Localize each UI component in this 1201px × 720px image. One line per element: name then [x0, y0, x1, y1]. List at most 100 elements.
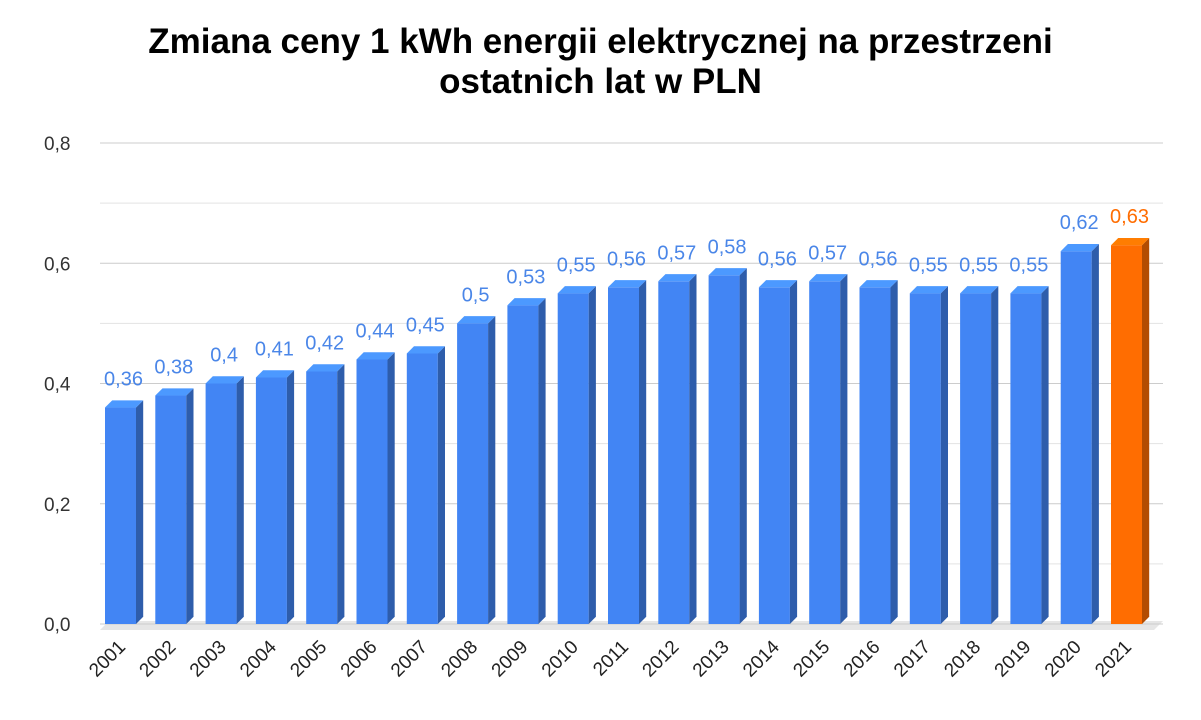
y-tick-label: 0,2 — [44, 495, 70, 516]
bar-2019 — [1010, 286, 1049, 624]
x-tick-label-2020: 2020 — [1041, 637, 1086, 682]
data-label-2021: 0,63 — [1110, 206, 1149, 228]
bar-2011 — [608, 280, 647, 624]
x-tick-label-2006: 2006 — [337, 637, 382, 682]
chart-title-line-1: Zmiana ceny 1 kWh energii elektrycznej n… — [148, 22, 1053, 61]
bar-2013 — [708, 268, 747, 624]
bar-front — [809, 281, 841, 624]
bar-top — [1010, 286, 1049, 294]
bar-2015 — [809, 274, 848, 624]
data-label-2007: 0,45 — [406, 314, 445, 336]
bar-top — [909, 286, 948, 294]
bar-2010 — [557, 286, 596, 624]
bar-2017 — [909, 286, 948, 624]
bar-top — [406, 346, 445, 354]
bar-side — [639, 280, 647, 624]
bar-2021 — [1111, 238, 1150, 624]
x-tick-label-2010: 2010 — [538, 637, 583, 682]
bar-top — [356, 352, 395, 360]
bar-front — [658, 281, 690, 624]
x-tick-label-2019: 2019 — [991, 637, 1036, 682]
bar-side — [689, 274, 697, 624]
bar-side — [136, 400, 144, 624]
bar-top — [758, 280, 798, 288]
bar-front — [155, 395, 187, 624]
bar-side — [739, 268, 747, 624]
bar-top — [155, 388, 194, 396]
bar-front — [406, 353, 438, 624]
bar-front — [960, 293, 992, 624]
chart-title-line-2: ostatnich lat w PLN — [439, 62, 762, 101]
bar-side — [1142, 238, 1150, 624]
data-label-2020: 0,62 — [1060, 212, 1099, 234]
data-label-2013: 0,58 — [708, 236, 747, 258]
x-tick-label-2011: 2011 — [589, 637, 633, 681]
data-label-2001: 0,36 — [104, 369, 143, 391]
bar-front — [507, 305, 539, 624]
bar-side — [488, 316, 496, 624]
bar-top — [105, 400, 144, 408]
bar-side — [840, 274, 848, 624]
data-label-2005: 0,42 — [305, 332, 344, 354]
y-tick-label: 0,8 — [44, 134, 70, 155]
bar-2012 — [658, 274, 697, 624]
data-label-2009: 0,53 — [506, 266, 545, 288]
bar-top — [809, 274, 848, 282]
bar-front — [557, 293, 589, 624]
bar-front — [356, 359, 388, 624]
bar-side — [538, 298, 546, 624]
data-label-2016: 0,56 — [859, 248, 898, 270]
bar-side — [991, 286, 999, 624]
bar-side — [890, 280, 898, 624]
y-tick-label: 0,4 — [44, 375, 71, 396]
bar-side — [1041, 286, 1049, 624]
data-label-2017: 0,55 — [909, 254, 948, 276]
x-tick-label-2001: 2001 — [85, 637, 130, 682]
bar-top — [457, 316, 496, 324]
bar-side — [236, 376, 244, 624]
bar-front — [909, 293, 941, 624]
bar-2004 — [255, 370, 295, 624]
bar-side — [437, 346, 445, 624]
bar-2003 — [205, 376, 244, 624]
x-tick-label-2016: 2016 — [840, 637, 885, 682]
bar-front — [205, 383, 237, 624]
bar-top — [608, 280, 647, 288]
bar-front — [758, 287, 790, 624]
y-tick-label: 0,0 — [44, 615, 70, 636]
data-label-2019: 0,55 — [1009, 254, 1048, 276]
x-tick-label-2012: 2012 — [639, 637, 684, 682]
x-tick-label-2015: 2015 — [789, 637, 834, 682]
bar-top — [306, 364, 345, 372]
x-tick-label-2013: 2013 — [689, 637, 734, 682]
bar-side — [1091, 244, 1099, 624]
bar-front — [1111, 245, 1142, 624]
bar-2008 — [457, 316, 496, 624]
x-tick-label-2018: 2018 — [940, 637, 985, 682]
bar-top — [1111, 238, 1150, 246]
data-label-2006: 0,44 — [356, 320, 395, 342]
bar-side — [940, 286, 948, 624]
bar-2014 — [758, 280, 798, 624]
bar-front — [105, 407, 136, 624]
bar-front — [859, 287, 891, 624]
bar-2007 — [406, 346, 445, 624]
bar-front — [457, 323, 489, 624]
bar-2002 — [155, 388, 194, 624]
data-label-2008: 0,5 — [462, 284, 490, 306]
data-label-2014: 0,56 — [758, 248, 797, 270]
x-tick-label-2021: 2021 — [1091, 637, 1136, 682]
bar-top — [557, 286, 596, 294]
data-label-2004: 0,41 — [255, 338, 294, 360]
x-tick-label-2008: 2008 — [437, 637, 482, 682]
bar-top — [507, 298, 546, 306]
x-tick-label-2017: 2017 — [890, 637, 935, 682]
bar-front — [1010, 293, 1042, 624]
bar-side — [387, 352, 395, 624]
bar-2020 — [1060, 244, 1099, 624]
bar-side — [789, 280, 798, 624]
bar-front — [608, 287, 639, 624]
bar-2005 — [306, 364, 345, 624]
x-tick-label-2003: 2003 — [186, 637, 231, 682]
